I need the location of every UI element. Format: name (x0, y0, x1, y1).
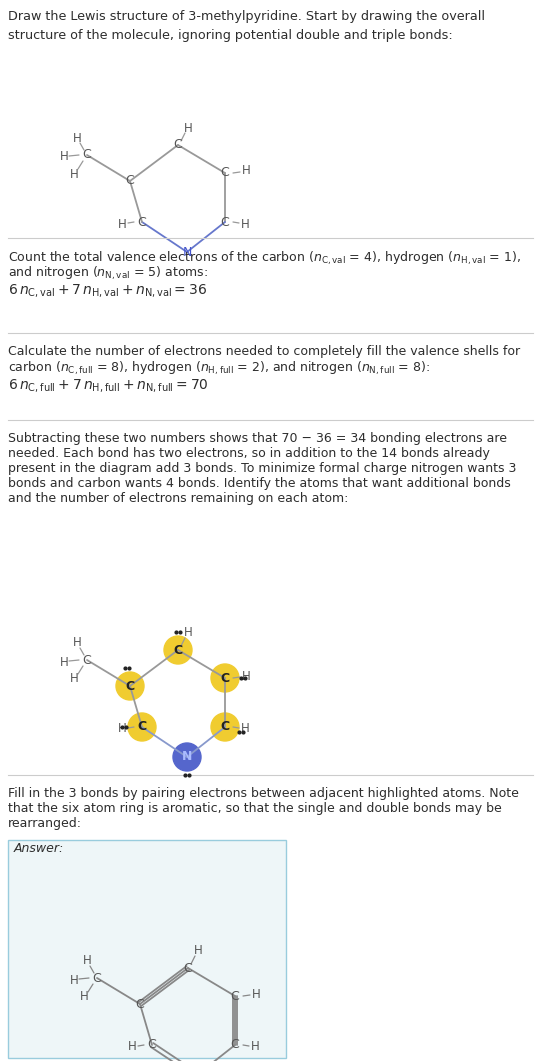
Text: Draw the Lewis structure of 3-methylpyridine. Start by drawing the overall
struc: Draw the Lewis structure of 3-methylpyri… (8, 10, 485, 42)
Text: H: H (250, 1041, 259, 1054)
Text: C: C (137, 720, 147, 733)
Text: H: H (72, 132, 81, 144)
Circle shape (173, 743, 201, 771)
Text: H: H (80, 991, 88, 1004)
Text: H: H (60, 656, 68, 668)
Text: C: C (174, 644, 182, 657)
Circle shape (164, 636, 192, 664)
Text: C: C (83, 149, 91, 161)
Text: N: N (182, 750, 192, 764)
Text: Calculate the number of electrons needed to completely fill the valence shells f: Calculate the number of electrons needed… (8, 345, 520, 358)
Text: H: H (242, 164, 250, 177)
Text: $6\,n_\mathrm{C,full} + 7\,n_\mathrm{H,full} + n_\mathrm{N,full} = 70$: $6\,n_\mathrm{C,full} + 7\,n_\mathrm{H,f… (8, 377, 209, 394)
Text: C: C (148, 1039, 156, 1051)
Text: H: H (72, 637, 81, 649)
Text: C: C (220, 672, 229, 684)
Text: present in the diagram add 3 bonds. To minimize formal charge nitrogen wants 3: present in the diagram add 3 bonds. To m… (8, 462, 516, 475)
Text: H: H (241, 218, 249, 230)
Text: Fill in the 3 bonds by pairing electrons between adjacent highlighted atoms. Not: Fill in the 3 bonds by pairing electrons… (8, 787, 519, 800)
Text: and nitrogen ($n_\mathrm{N,val}$ = 5) atoms:: and nitrogen ($n_\mathrm{N,val}$ = 5) at… (8, 265, 208, 282)
Circle shape (211, 713, 239, 741)
Text: H: H (60, 151, 68, 163)
Text: C: C (221, 167, 229, 179)
Text: bonds and carbon wants 4 bonds. Identify the atoms that want additional bonds: bonds and carbon wants 4 bonds. Identify… (8, 477, 511, 490)
Text: H: H (183, 122, 193, 135)
Text: C: C (126, 174, 134, 188)
Text: Count the total valence electrons of the carbon ($n_\mathrm{C,val}$ = 4), hydrog: Count the total valence electrons of the… (8, 250, 521, 267)
Circle shape (128, 713, 156, 741)
Text: carbon ($n_\mathrm{C,full}$ = 8), hydrogen ($n_\mathrm{H,full}$ = 2), and nitrog: carbon ($n_\mathrm{C,full}$ = 8), hydrog… (8, 360, 430, 378)
Text: C: C (230, 990, 239, 1003)
Text: C: C (136, 997, 144, 1010)
Text: rearranged:: rearranged: (8, 817, 82, 830)
Circle shape (211, 664, 239, 692)
Text: H: H (117, 723, 127, 735)
Text: H: H (70, 974, 78, 987)
Text: C: C (83, 654, 91, 666)
Text: Answer:: Answer: (14, 842, 64, 855)
Text: that the six atom ring is aromatic, so that the single and double bonds may be: that the six atom ring is aromatic, so t… (8, 802, 502, 815)
Text: needed. Each bond has two electrons, so in addition to the 14 bonds already: needed. Each bond has two electrons, so … (8, 447, 490, 460)
Circle shape (116, 672, 144, 700)
Text: C: C (230, 1039, 239, 1051)
Text: C: C (220, 720, 229, 733)
Text: C: C (183, 961, 193, 974)
Text: H: H (194, 944, 202, 957)
Text: N: N (182, 245, 192, 259)
Text: and the number of electrons remaining on each atom:: and the number of electrons remaining on… (8, 492, 348, 505)
Text: $6\,n_\mathrm{C,val} + 7\,n_\mathrm{H,val} + n_\mathrm{N,val} = 36$: $6\,n_\mathrm{C,val} + 7\,n_\mathrm{H,va… (8, 282, 207, 299)
Text: C: C (137, 215, 147, 228)
Text: C: C (93, 972, 101, 985)
Text: H: H (183, 626, 193, 640)
Text: Subtracting these two numbers shows that 70 − 36 = 34 bonding electrons are: Subtracting these two numbers shows that… (8, 432, 507, 445)
Text: C: C (126, 679, 135, 693)
Text: H: H (117, 218, 127, 230)
Text: H: H (252, 988, 260, 1001)
Text: H: H (70, 673, 78, 685)
Text: H: H (70, 168, 78, 180)
Text: C: C (174, 139, 182, 152)
Text: H: H (128, 1041, 136, 1054)
Text: H: H (241, 723, 249, 735)
Bar (8, 840, 286, 1058)
Text: C: C (221, 215, 229, 228)
Text: H: H (242, 669, 250, 682)
Text: H: H (83, 955, 91, 968)
